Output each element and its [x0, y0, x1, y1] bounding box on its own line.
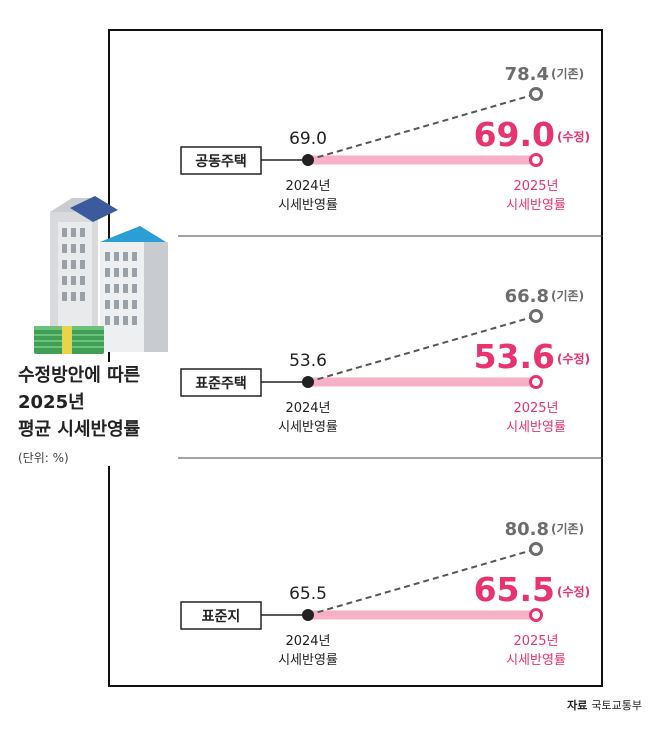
start-x-label-line-1: 2024년 [285, 179, 330, 194]
original-value-label: 80.8 [505, 519, 549, 540]
revised-tag: (수정) [557, 351, 590, 366]
chart-title-line-1: 수정방안에 따른 [18, 365, 141, 386]
start-value-label: 53.6 [289, 351, 327, 371]
category-box [180, 601, 262, 630]
legend-block: 수정방안에 따른 2025년 평균 시세반영률 (단위: %) [18, 362, 178, 466]
category-label: 표준주택 [195, 375, 247, 392]
revised-point [529, 153, 543, 167]
building-illustration [50, 196, 168, 352]
start-value-label: 65.5 [289, 584, 327, 604]
end-x-label-line-1: 2025년 [513, 179, 558, 194]
original-point [529, 542, 543, 556]
category-box [180, 368, 262, 397]
source-note: 자료 국토교통부 [567, 697, 642, 713]
money-stack-icon [34, 326, 104, 354]
chart-frame [108, 29, 603, 687]
end-x-label-line-2: 시세반영률 [506, 653, 566, 668]
end-x-label-line-1: 2025년 [513, 401, 558, 416]
original-point [529, 87, 543, 101]
revised-tag: (수정) [557, 129, 590, 144]
source-value: 국토교통부 [591, 699, 642, 712]
original-point [529, 309, 543, 323]
chart-title-line-2: 2025년 [18, 392, 85, 413]
start-x-label-line-2: 시세반영률 [278, 653, 338, 668]
end-x-label-line-2: 시세반영률 [506, 198, 566, 213]
category-label: 표준지 [202, 609, 241, 625]
revised-tag: (수정) [557, 584, 590, 599]
revised-point [529, 608, 543, 622]
start-x-label-line-2: 시세반영률 [278, 420, 338, 435]
start-x-label-line-1: 2024년 [285, 634, 330, 649]
start-point [302, 376, 314, 388]
original-tag: (기존) [551, 288, 584, 303]
original-tag: (기존) [551, 521, 584, 536]
end-x-label-line-2: 시세반영률 [506, 420, 566, 435]
revised-value-label: 69.0 [474, 115, 555, 154]
original-value-label: 78.4 [505, 64, 549, 85]
original-tag: (기존) [551, 66, 584, 81]
revised-value-label: 65.5 [474, 570, 555, 609]
category-label: 공동주택 [195, 153, 247, 170]
start-x-label-line-1: 2024년 [285, 401, 330, 416]
chart-title-line-3: 평균 시세반영률 [18, 419, 141, 440]
revised-point [529, 375, 543, 389]
revised-value-label: 53.6 [474, 337, 555, 376]
original-value-label: 66.8 [505, 286, 549, 307]
end-x-label-line-1: 2025년 [513, 634, 558, 649]
start-x-label-line-2: 시세반영률 [278, 198, 338, 213]
start-value-label: 69.0 [289, 129, 327, 149]
start-point [302, 154, 314, 166]
unit-label: (단위: %) [18, 451, 69, 465]
category-box [180, 146, 262, 175]
source-label: 자료 [567, 699, 588, 712]
start-point [302, 609, 314, 621]
